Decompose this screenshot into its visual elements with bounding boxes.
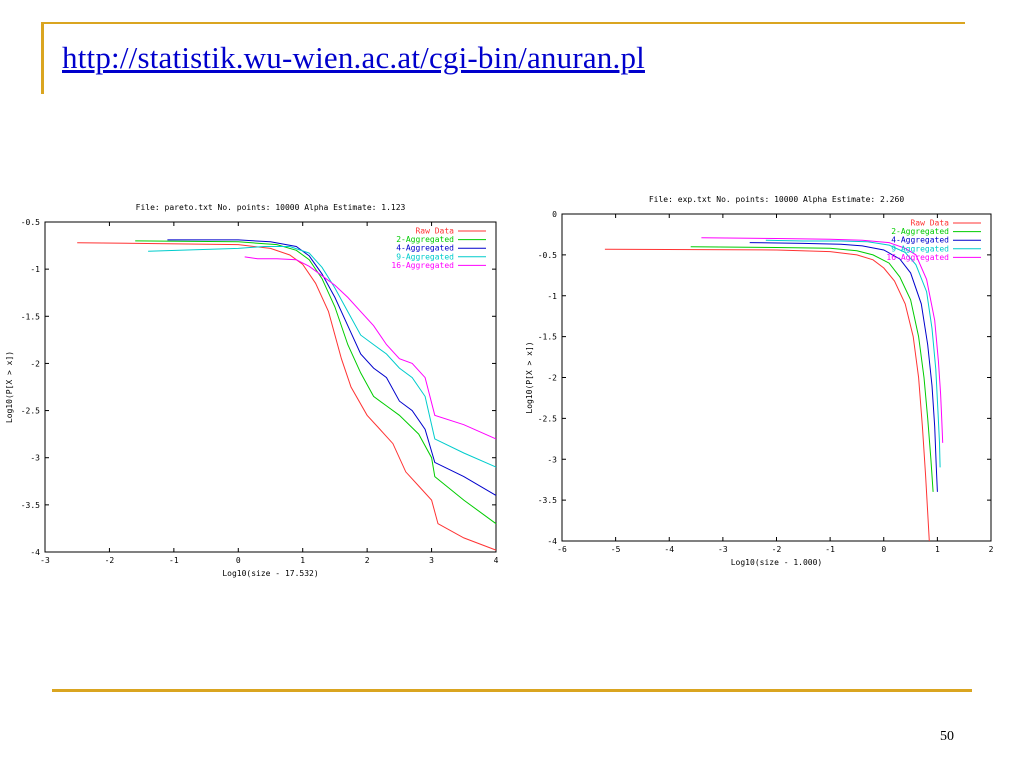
y-tick-label: -1.5	[21, 312, 40, 321]
y-tick-label: -3.5	[21, 501, 40, 510]
series-line-4-aggregated	[749, 242, 938, 492]
x-tick-label: 2	[365, 556, 370, 565]
y-tick-label: -0.5	[21, 218, 40, 227]
series-line-16-aggregated	[701, 237, 944, 443]
series-line-9-aggregated	[765, 239, 941, 468]
legend-label: 9-Aggregated	[891, 244, 949, 253]
y-tick-label: -1	[547, 292, 557, 301]
x-tick-label: -2	[105, 556, 115, 565]
legend-label: Raw Data	[415, 227, 454, 236]
x-tick-label: -3	[718, 545, 728, 554]
y-tick-label: -2	[547, 374, 557, 383]
x-tick-label: -4	[664, 545, 674, 554]
header-accent-bar	[41, 22, 44, 94]
legend-label: 16-Aggregated	[391, 261, 454, 270]
x-tick-label: 2	[989, 545, 994, 554]
legend-label: 2-Aggregated	[396, 235, 454, 244]
series-line-2-aggregated	[135, 240, 497, 525]
y-tick-label: -3.5	[538, 496, 557, 505]
y-tick-label: 0	[552, 210, 557, 219]
legend-label: 4-Aggregated	[891, 236, 949, 245]
series-line-4-aggregated	[167, 239, 497, 496]
x-tick-label: -3	[40, 556, 50, 565]
legend-label: 9-Aggregated	[396, 252, 454, 261]
x-axis-label: Log10(size - 1.000)	[731, 558, 823, 567]
y-axis-label: Log10(P[X > x])	[525, 341, 534, 413]
page-number: 50	[940, 729, 954, 744]
x-tick-label: -1	[825, 545, 835, 554]
footer-rule	[52, 689, 972, 692]
x-tick-label: -2	[772, 545, 782, 554]
plot-frame	[44, 221, 497, 553]
y-tick-label: -0.5	[538, 251, 557, 260]
y-tick-label: -4	[547, 537, 557, 546]
legend-label: 4-Aggregated	[396, 244, 454, 253]
y-tick-label: -3	[30, 454, 40, 463]
y-tick-label: -1.5	[538, 333, 557, 342]
chart-title: File: pareto.txt No. points: 10000 Alpha…	[136, 203, 406, 212]
y-axis-label: Log10(P[X > x])	[5, 351, 14, 423]
series-line-2-aggregated	[690, 246, 934, 492]
y-tick-label: -2.5	[538, 414, 557, 423]
legend-label: 2-Aggregated	[891, 227, 949, 236]
y-tick-label: -4	[30, 548, 40, 557]
y-tick-label: -2.5	[21, 407, 40, 416]
pareto-chart: File: pareto.txt No. points: 10000 Alpha…	[5, 203, 499, 578]
series-line-raw-data	[604, 248, 930, 542]
x-tick-label: 0	[236, 556, 241, 565]
y-tick-label: -1	[30, 265, 40, 274]
series-line-9-aggregated	[148, 246, 497, 468]
chart-title: File: exp.txt No. points: 10000 Alpha Es…	[649, 195, 904, 204]
slide-title-link[interactable]: http://statistik.wu-wien.ac.at/cgi-bin/a…	[62, 40, 645, 75]
y-tick-label: -2	[30, 359, 40, 368]
x-tick-label: -1	[169, 556, 179, 565]
x-axis-label: Log10(size - 17.532)	[222, 569, 318, 578]
series-line-raw-data	[77, 242, 497, 551]
x-tick-label: -6	[557, 545, 567, 554]
x-tick-label: 3	[429, 556, 434, 565]
x-tick-label: 4	[494, 556, 499, 565]
legend-label: 16-Aggregated	[886, 253, 949, 262]
x-tick-label: 0	[881, 545, 886, 554]
series-line-16-aggregated	[244, 256, 497, 440]
x-tick-label: 1	[935, 545, 940, 554]
x-tick-label: -5	[611, 545, 621, 554]
exp-chart: File: exp.txt No. points: 10000 Alpha Es…	[525, 195, 994, 567]
header-rule	[41, 22, 965, 24]
y-tick-label: -3	[547, 455, 557, 464]
legend-label: Raw Data	[910, 219, 949, 228]
x-tick-label: 1	[300, 556, 305, 565]
